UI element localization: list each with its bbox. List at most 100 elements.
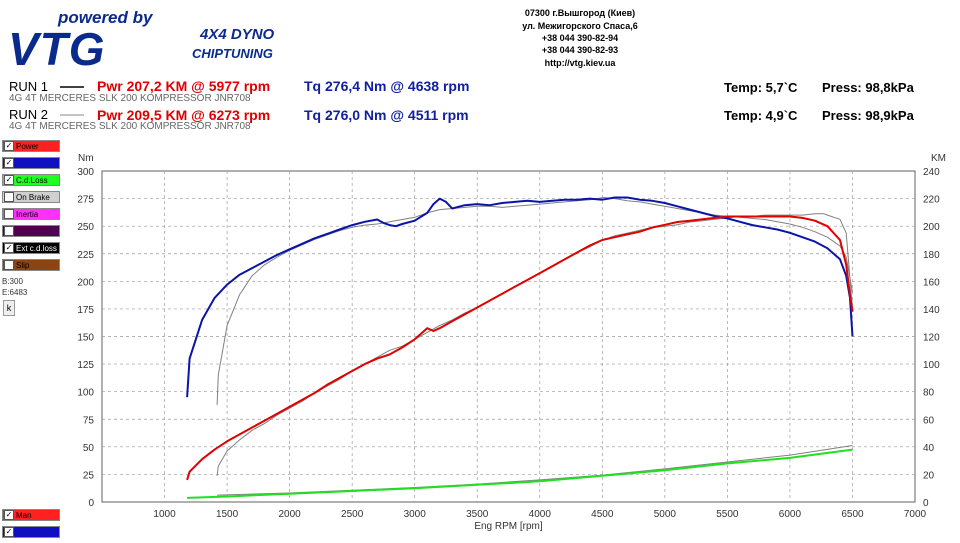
- run2-line-sample: [60, 114, 84, 116]
- address-line-1: 07300 г.Вышгород (Киев): [524, 8, 636, 18]
- y-left-tick-label: 225: [77, 250, 94, 261]
- series-checkbox-3[interactable]: On Brake: [2, 191, 60, 203]
- checkbox-label: Man: [16, 510, 32, 520]
- y-right-axis-label: KM: [931, 153, 946, 164]
- x-tick-label: 2500: [341, 509, 364, 520]
- checkbox-label: Power: [16, 141, 39, 151]
- y-left-tick-label: 0: [88, 498, 94, 509]
- run1-temp: Temp: 5,7`C: [724, 80, 798, 95]
- checkbox-label: Inertia: [16, 209, 39, 219]
- x-tick-labels: 1000 1500 2000 2500 3000 3500 4000 4500 5000 5500…: [153, 509, 926, 520]
- checkbox-mark[interactable]: [4, 209, 14, 219]
- e-value: E:6483: [2, 288, 28, 297]
- series-checkbox-6[interactable]: ✓ Ext c.d.loss: [2, 242, 60, 254]
- b-value: B:300: [2, 277, 23, 286]
- chart-series: [186, 196, 854, 499]
- y-left-tick-label: 75: [83, 415, 95, 426]
- x-axis-label: Eng RPM [rpm]: [474, 521, 543, 532]
- y-right-tick-label: 200: [923, 222, 940, 233]
- y-right-tick-label: 220: [923, 195, 940, 206]
- address-line-2: ул. Межигорского Спаса,6: [522, 21, 638, 31]
- series-checkbox-5[interactable]: [2, 225, 60, 237]
- run2-torque: Tq 276,0 Nm @ 4511 rpm: [304, 107, 469, 123]
- checkbox-label: C.d.Loss: [16, 175, 48, 185]
- y-left-tick-label: 150: [77, 333, 94, 344]
- run2-vehicle: 4G 4T MERCERES SLK 200 KOMPRESSOR JNR708: [9, 121, 251, 132]
- y-right-tick-label: 40: [923, 443, 935, 454]
- run1-power: Pwr 207,2 KM @ 5977 rpm: [97, 78, 271, 94]
- run1-torque: Tq 276,4 Nm @ 4638 rpm: [304, 78, 470, 94]
- y-right-tick-label: 60: [923, 415, 935, 426]
- checkbox-label: On Brake: [16, 192, 50, 202]
- x-tick-label: 1500: [216, 509, 239, 520]
- checkbox-mark[interactable]: ✓: [4, 141, 14, 151]
- address-url: http://vtg.kiev.ua: [544, 58, 616, 68]
- run2-power: Pwr 209,5 KM @ 6273 rpm: [97, 107, 271, 123]
- checkbox-mark[interactable]: [4, 260, 14, 270]
- logo-tuning: CHIPTUNING: [192, 46, 273, 61]
- run1-press: Press: 98,8kPa: [822, 80, 914, 95]
- run1-line-sample: [60, 86, 84, 88]
- run2-label: RUN 2: [9, 107, 49, 122]
- logo-brand: VTG: [8, 23, 106, 75]
- y-right-tick-label: 120: [923, 333, 940, 344]
- series-line-2: [186, 215, 854, 481]
- y-left-tick-label: 175: [77, 305, 94, 316]
- checkbox-mark[interactable]: [4, 226, 14, 236]
- series-line-1: [216, 197, 853, 405]
- x-tick-label: 6000: [779, 509, 802, 520]
- x-tick-label: 6500: [841, 509, 864, 520]
- run2-temp: Temp: 4,9`C: [724, 108, 798, 123]
- y-right-tick-label: 80: [923, 388, 935, 399]
- dyno-chart: 1000 1500 2000 2500 3000 3500 4000 4500 5000 5500…: [60, 146, 960, 536]
- bottom-checkbox-1[interactable]: ✓: [2, 526, 60, 538]
- x-tick-label: 3500: [466, 509, 489, 520]
- y-right-tick-labels: 0 20 40 60 80 100 120 140 160 180 200 220 240: [923, 167, 940, 509]
- series-checkbox-0[interactable]: ✓ Power: [2, 140, 60, 152]
- run1-vehicle: 4G 4T MERCERES SLK 200 KOMPRESSOR JNR708: [9, 93, 251, 104]
- address-line-3: +38 044 390-82-94: [541, 33, 619, 43]
- series-line-0: [186, 196, 854, 398]
- checkbox-label: Slip: [16, 260, 30, 270]
- y-left-tick-label: 50: [83, 443, 95, 454]
- y-left-tick-label: 250: [77, 222, 94, 233]
- y-right-tick-label: 100: [923, 360, 940, 371]
- x-tick-label: 5000: [654, 509, 677, 520]
- series-checkbox-4[interactable]: Inertia: [2, 208, 60, 220]
- x-tick-label: 4500: [591, 509, 614, 520]
- series-checkbox-2[interactable]: ✓ C.d.Loss: [2, 174, 60, 186]
- address-line-4: +38 044 390-82-93: [541, 45, 619, 55]
- series-checkbox-7[interactable]: Slip: [2, 259, 60, 271]
- bottom-checkbox-0[interactable]: ✓ Man: [2, 509, 60, 521]
- series-checkbox-1[interactable]: ✓: [2, 157, 60, 169]
- x-tick-label: 3000: [404, 509, 427, 520]
- checkbox-mark[interactable]: [4, 192, 14, 202]
- run2-press: Press: 98,9kPa: [822, 108, 914, 123]
- x-tick-label: 1000: [153, 509, 176, 520]
- y-right-tick-label: 240: [923, 167, 940, 178]
- y-right-tick-label: 140: [923, 305, 940, 316]
- checkbox-label: Ext c.d.loss: [16, 243, 57, 253]
- y-left-tick-label: 300: [77, 167, 94, 178]
- checkbox-mark[interactable]: ✓: [4, 158, 14, 168]
- x-tick-label: 7000: [904, 509, 927, 520]
- y-right-tick-label: 20: [923, 470, 935, 481]
- checkbox-mark[interactable]: ✓: [4, 243, 14, 253]
- checkbox-mark[interactable]: ✓: [4, 527, 14, 537]
- logo-dyno: 4X4 DYNO: [200, 26, 275, 43]
- y-right-tick-label: 180: [923, 250, 940, 261]
- y-left-tick-label: 100: [77, 388, 94, 399]
- x-tick-label: 2000: [278, 509, 301, 520]
- k-button[interactable]: k: [3, 300, 15, 316]
- checkbox-mark[interactable]: ✓: [4, 510, 14, 520]
- y-left-tick-label: 25: [83, 470, 95, 481]
- series-line-4: [187, 448, 853, 499]
- x-tick-label: 5500: [716, 509, 739, 520]
- checkbox-mark[interactable]: ✓: [4, 175, 14, 185]
- logo-powered-by: powered by: [58, 8, 153, 27]
- y-right-tick-label: 0: [923, 498, 929, 509]
- x-tick-label: 4000: [529, 509, 552, 520]
- y-left-tick-label: 200: [77, 277, 94, 288]
- run1-label: RUN 1: [9, 79, 49, 94]
- y-right-tick-label: 160: [923, 277, 940, 288]
